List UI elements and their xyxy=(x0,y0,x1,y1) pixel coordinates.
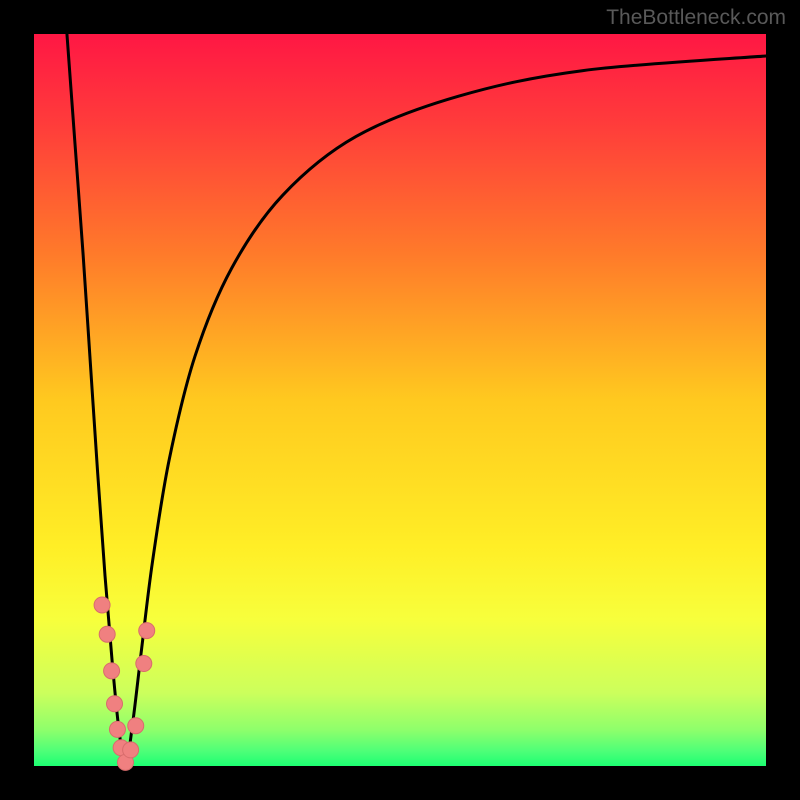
data-point xyxy=(99,626,115,642)
data-point xyxy=(136,656,152,672)
data-point xyxy=(123,742,139,758)
bottleneck-chart xyxy=(0,0,800,800)
data-point xyxy=(104,663,120,679)
data-point xyxy=(139,623,155,639)
data-point xyxy=(109,721,125,737)
watermark-text: TheBottleneck.com xyxy=(606,6,786,30)
data-point xyxy=(107,696,123,712)
data-point xyxy=(94,597,110,613)
data-point xyxy=(128,718,144,734)
